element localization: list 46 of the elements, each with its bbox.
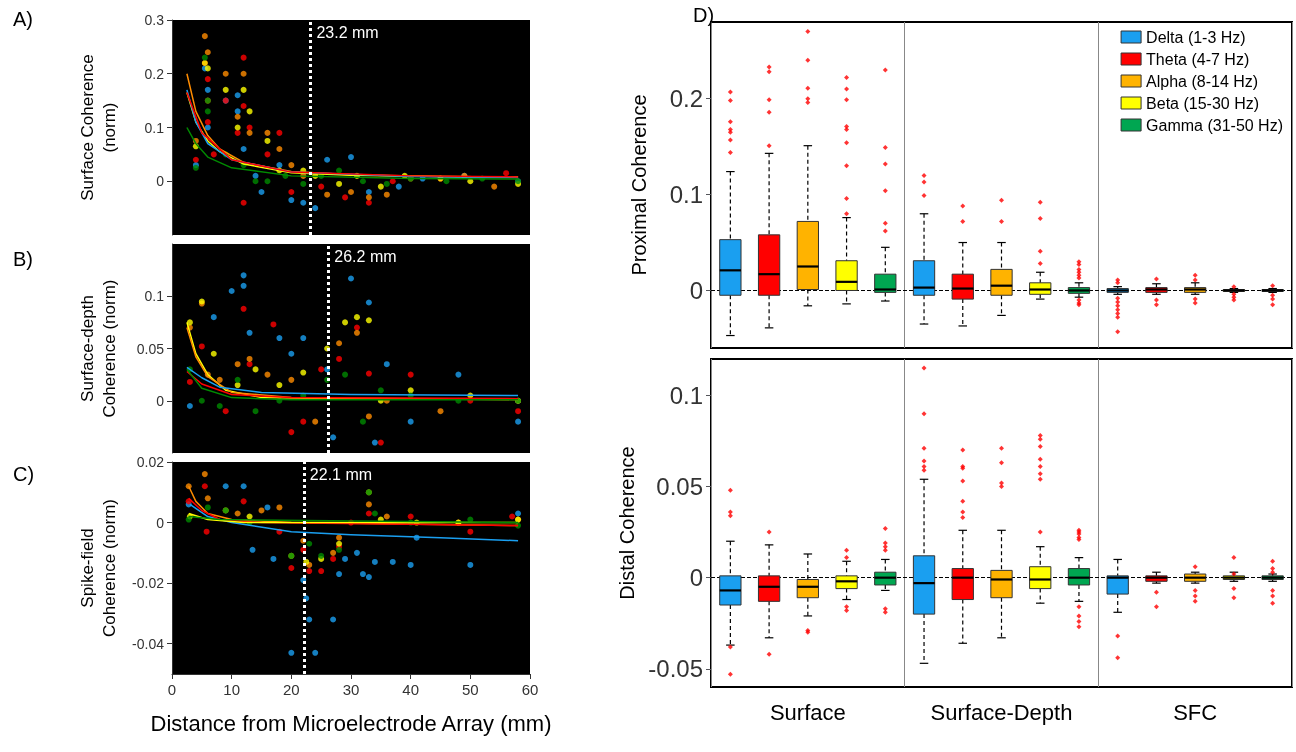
y-tick-label: -0.05 xyxy=(648,655,703,683)
chart-title: B) xyxy=(13,248,33,270)
y-tick-label: 0.1 xyxy=(144,119,165,136)
y-tick-label: 0 xyxy=(156,514,165,531)
y-tick-label: -0.04 xyxy=(132,635,165,652)
legend-label: Gamma (31-50 Hz) xyxy=(1146,116,1283,134)
x-tick-label: Surface xyxy=(769,699,846,725)
y-tick-label: 0.1 xyxy=(144,288,165,305)
y-tick-label: 0.05 xyxy=(136,340,165,357)
y-axis-title: Surface Coherence (norm) xyxy=(77,54,119,201)
y-tick-label: 0 xyxy=(689,276,703,304)
x-tick-label: 10 xyxy=(223,681,241,698)
y-tick-label: 0.2 xyxy=(669,85,703,113)
y-axis-title: Distal Coherence xyxy=(616,446,639,600)
ref-line-label: 26.2 mm xyxy=(334,247,397,265)
x-tick-label: 60 xyxy=(521,681,539,698)
y-axis-title: Proximal Coherence xyxy=(628,94,650,276)
ref-line-label: 23.2 mm xyxy=(316,23,379,41)
x-tick-label: SFC xyxy=(1173,699,1218,725)
y-tick-label: -0.02 xyxy=(132,575,165,592)
x-tick-label: 40 xyxy=(402,681,420,698)
y-tick-label: 0.1 xyxy=(669,381,703,409)
y-axis-title: Surface-depth Coherence (norm) xyxy=(77,279,119,418)
legend-label: Beta (15-30 Hz) xyxy=(1146,94,1260,112)
y-tick-label: 0.02 xyxy=(136,454,165,470)
chart-title: A) xyxy=(13,8,33,30)
x-tick-label: Surface-Depth xyxy=(930,699,1073,725)
x-tick-label: 30 xyxy=(342,681,360,698)
legend-label: Delta (1-3 Hz) xyxy=(1146,28,1246,46)
chart-title: D) xyxy=(693,4,715,26)
y-tick-label: 0.3 xyxy=(144,12,165,28)
y-axis-title: Spike-field Coherence (norm) xyxy=(77,499,119,637)
ref-line-label: 22.1 mm xyxy=(309,465,373,483)
x-axis-title: Distance from Microelectrode Array (mm) xyxy=(150,710,552,736)
legend-label: Alpha (8-14 Hz) xyxy=(1146,72,1259,90)
x-tick-label: 50 xyxy=(461,681,479,698)
y-tick-label: 0.2 xyxy=(144,65,165,82)
y-tick-label: 0.1 xyxy=(669,181,703,209)
x-tick-label: 20 xyxy=(282,681,300,698)
chart-title: C) xyxy=(13,463,35,485)
y-tick-label: 0 xyxy=(156,392,165,409)
legend-label: Theta (4-7 Hz) xyxy=(1146,50,1250,68)
x-tick-label: 0 xyxy=(167,681,177,698)
y-tick-label: 0 xyxy=(689,564,703,592)
y-tick-label: 0.05 xyxy=(656,473,703,501)
y-tick-label: 0 xyxy=(156,173,165,190)
